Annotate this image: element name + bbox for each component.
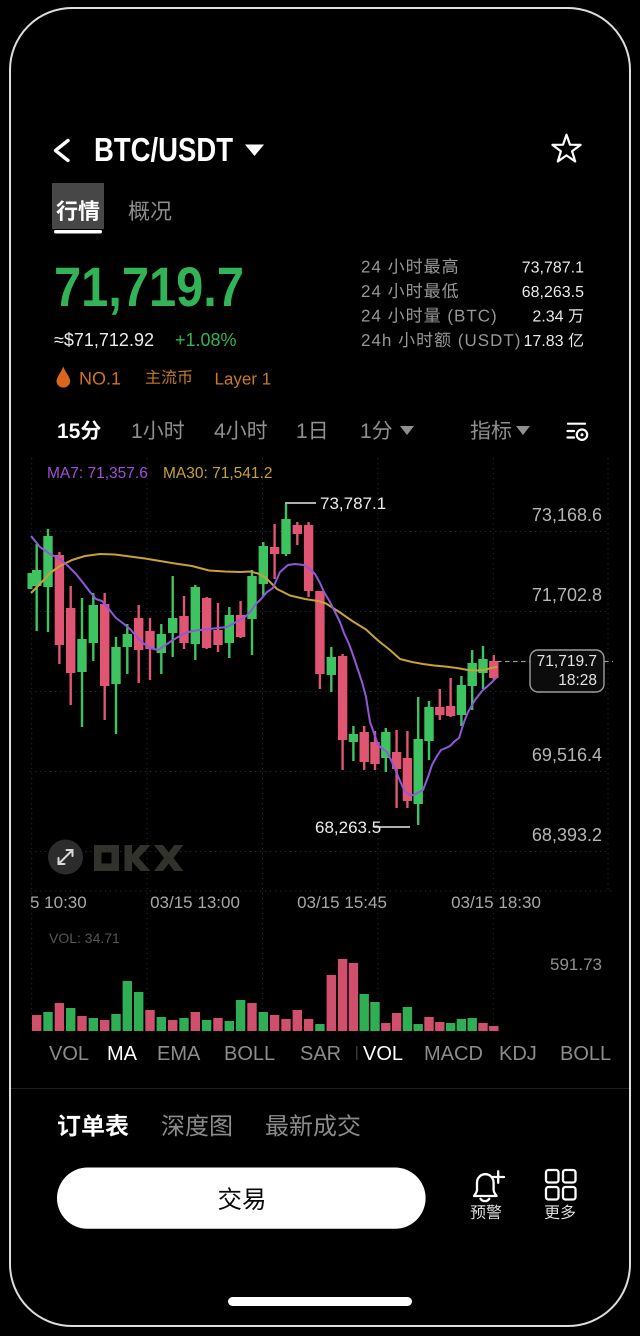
svg-text:EMA: EMA — [157, 1043, 201, 1065]
svg-text:BTC/USDT: BTC/USDT — [94, 131, 233, 168]
svg-text:VOL: 34.71: VOL: 34.71 — [49, 930, 120, 946]
svg-text:SAR: SAR — [300, 1043, 341, 1065]
svg-text:73,168.6: 73,168.6 — [532, 505, 602, 525]
svg-text:71,719.7: 71,719.7 — [537, 653, 597, 670]
svg-text:18:28: 18:28 — [558, 672, 597, 689]
svg-text:KDJ: KDJ — [499, 1043, 537, 1065]
svg-text:MA: MA — [107, 1043, 138, 1065]
svg-text:MA7: 71,357.6: MA7: 71,357.6 — [47, 465, 148, 482]
svg-text:MACD: MACD — [424, 1043, 483, 1065]
svg-text:71,702.8: 71,702.8 — [532, 585, 602, 605]
svg-text:5 10:30: 5 10:30 — [30, 893, 87, 912]
svg-text:68,393.2: 68,393.2 — [532, 825, 602, 845]
svg-text:68,263.5: 68,263.5 — [315, 818, 381, 837]
svg-text:03/15 13:00: 03/15 13:00 — [150, 893, 240, 912]
svg-text:MA30: 71,541.2: MA30: 71,541.2 — [163, 465, 272, 482]
svg-text:69,516.4: 69,516.4 — [532, 745, 602, 765]
svg-text:71,719.7: 71,719.7 — [54, 255, 244, 318]
svg-text:VOL: VOL — [49, 1043, 89, 1065]
svg-text:591.73: 591.73 — [550, 955, 602, 974]
svg-text:03/15 18:30: 03/15 18:30 — [451, 893, 541, 912]
svg-text:BOLL: BOLL — [224, 1043, 275, 1065]
svg-text:≈$71,712.92: ≈$71,712.92 — [54, 330, 154, 350]
svg-text:73,787.1: 73,787.1 — [320, 494, 386, 513]
svg-text:BOLL: BOLL — [560, 1043, 611, 1065]
svg-text:03/15 15:45: 03/15 15:45 — [297, 893, 387, 912]
svg-text:VOL: VOL — [363, 1043, 403, 1065]
svg-text:+1.08%: +1.08% — [175, 330, 237, 350]
